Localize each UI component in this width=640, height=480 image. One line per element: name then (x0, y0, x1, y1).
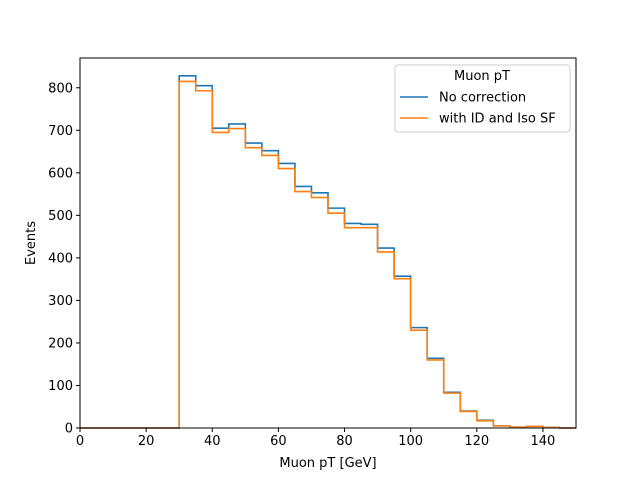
legend-box (394, 64, 571, 133)
x-tick-label: 100 (398, 434, 423, 449)
x-tick-label: 0 (76, 434, 84, 449)
y-tick-label: 300 (48, 294, 73, 309)
x-axis-label: Muon pT [GeV] (279, 456, 376, 471)
legend-label-1: No correction (439, 91, 526, 106)
x-tick-label: 120 (464, 434, 489, 449)
y-tick-label: 0 (65, 422, 73, 437)
legend: Muon pT No correction with ID and Iso SF (394, 64, 571, 133)
x-tick-label: 40 (204, 434, 221, 449)
y-tick-label: 100 (48, 379, 73, 394)
series-line-2 (80, 80, 576, 429)
y-tick-label: 800 (48, 81, 73, 96)
y-axis-ticks: 0 100 200 300 400 500 600 700 800 (48, 81, 80, 437)
axes-frame (79, 57, 577, 429)
y-tick-label: 200 (48, 336, 73, 351)
series-layer (80, 75, 576, 429)
x-tick-label: 140 (531, 434, 556, 449)
y-tick-label: 600 (48, 166, 73, 181)
x-axis-ticks: 0 20 40 60 80 100 120 140 (76, 428, 555, 449)
y-tick-label: 700 (48, 124, 73, 139)
legend-label-2: with ID and Iso SF (439, 112, 556, 127)
y-axis-label: Events (24, 221, 39, 265)
y-tick-label: 400 (48, 251, 73, 266)
plot-area: 0 20 40 60 80 100 120 140 0 100 200 300 400 500 600 70… (48, 57, 577, 449)
y-tick-label: 500 (48, 209, 73, 224)
legend-entries: No correction with ID and Iso SF (400, 91, 556, 127)
x-tick-label: 60 (270, 434, 287, 449)
legend-title: Muon pT (454, 69, 510, 84)
x-tick-label: 20 (138, 434, 155, 449)
x-tick-label: 80 (336, 434, 353, 449)
